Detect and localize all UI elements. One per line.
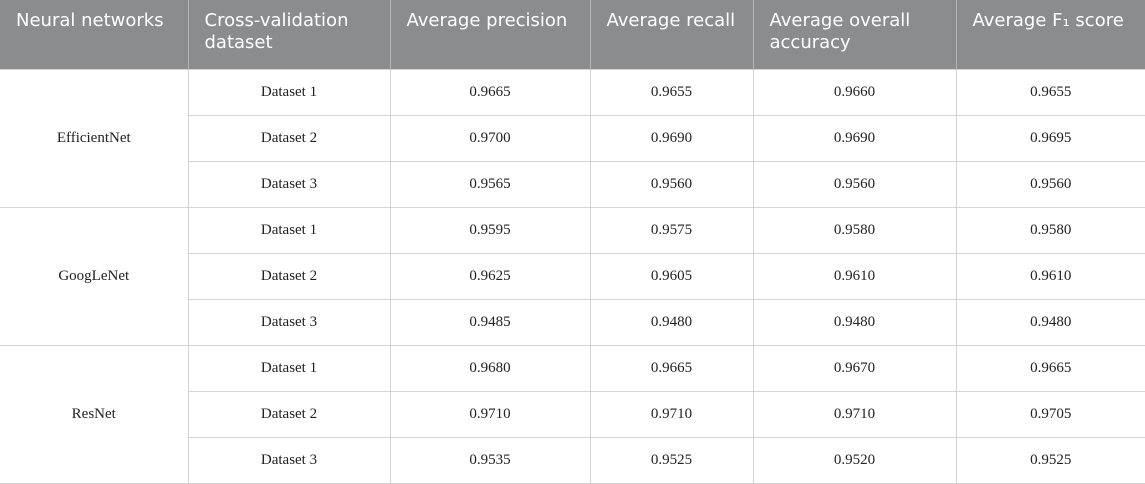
value-cell: 0.9690 <box>589 115 754 162</box>
dataset-cell: Dataset 2 <box>188 391 391 438</box>
value-cell: 0.9485 <box>389 299 591 346</box>
value-cell: 0.9625 <box>389 253 591 300</box>
table-row: Dataset 2 0.9710 0.9710 0.9710 0.9705 <box>0 391 1145 438</box>
value-cell: 0.9610 <box>955 253 1145 300</box>
value-cell: 0.9535 <box>389 437 591 484</box>
table-row: Dataset 3 0.9565 0.9560 0.9560 0.9560 <box>0 161 1145 208</box>
value-cell: 0.9660 <box>752 69 957 116</box>
table-row: EfficientNet Dataset 1 0.9665 0.9655 0.9660 0… <box>0 69 1145 208</box>
value-cell: 0.9520 <box>752 437 957 484</box>
dataset-cell: Dataset 3 <box>188 161 391 208</box>
value-cell: 0.9525 <box>955 437 1145 484</box>
header-cell: Average recall <box>590 0 754 70</box>
value-cell: 0.9580 <box>752 207 957 254</box>
table-row: ResNet Dataset 1 0.9680 0.9665 0.9670 0.9665 <box>0 345 1145 484</box>
header-cell: Average precision <box>390 0 591 70</box>
value-cell: 0.9655 <box>589 69 754 116</box>
header-row: Neural networks Cross-validation dataset A… <box>0 0 1145 70</box>
network-cell: ResNet <box>0 345 189 484</box>
header-cell: Cross-validation dataset <box>188 0 391 70</box>
table-body: EfficientNet Dataset 1 0.9665 0.9655 0.9660 0… <box>0 69 1145 484</box>
value-cell: 0.9595 <box>389 207 591 254</box>
table-row: GoogLeNet Dataset 1 0.9595 0.9575 0.9580 0.95… <box>0 207 1145 346</box>
header-cell: Average F₁ score <box>956 0 1145 70</box>
value-cell: 0.9560 <box>752 161 957 208</box>
value-cell: 0.9575 <box>589 207 754 254</box>
network-cell: GoogLeNet <box>0 207 189 346</box>
value-cell: 0.9665 <box>955 345 1145 392</box>
dataset-cell: Dataset 1 <box>187 207 391 254</box>
value-cell: 0.9525 <box>589 437 754 484</box>
value-cell: 0.9480 <box>752 299 957 346</box>
value-cell: 0.9480 <box>589 299 754 346</box>
value-cell: 0.9700 <box>389 115 591 162</box>
value-cell: 0.9665 <box>589 345 754 392</box>
dataset-cell: Dataset 1 <box>187 345 391 392</box>
table-row: Dataset 3 0.9485 0.9480 0.9480 0.9480 <box>0 299 1145 346</box>
value-cell: 0.9710 <box>589 391 754 438</box>
value-cell: 0.9580 <box>955 207 1145 254</box>
value-cell: 0.9565 <box>389 161 591 208</box>
header-cell: Average overall accuracy <box>753 0 957 70</box>
value-cell: 0.9560 <box>955 161 1145 208</box>
value-cell: 0.9680 <box>389 345 591 392</box>
value-cell: 0.9480 <box>955 299 1145 346</box>
value-cell: 0.9610 <box>752 253 957 300</box>
table-row: Dataset 2 0.9625 0.9605 0.9610 0.9610 <box>0 253 1145 300</box>
dataset-cell: Dataset 3 <box>188 299 391 346</box>
value-cell: 0.9605 <box>589 253 754 300</box>
value-cell: 0.9690 <box>752 115 957 162</box>
value-cell: 0.9670 <box>752 345 957 392</box>
dataset-cell: Dataset 2 <box>188 253 391 300</box>
dataset-cell: Dataset 3 <box>188 437 391 484</box>
network-cell: EfficientNet <box>0 69 189 208</box>
dataset-cell: Dataset 1 <box>187 69 391 116</box>
dataset-cell: Dataset 2 <box>188 115 391 162</box>
value-cell: 0.9655 <box>955 69 1145 116</box>
header-cell: Neural networks <box>0 0 189 70</box>
value-cell: 0.9665 <box>389 69 591 116</box>
value-cell: 0.9705 <box>955 391 1145 438</box>
value-cell: 0.9710 <box>752 391 957 438</box>
value-cell: 0.9695 <box>955 115 1145 162</box>
value-cell: 0.9710 <box>389 391 591 438</box>
value-cell: 0.9560 <box>589 161 754 208</box>
